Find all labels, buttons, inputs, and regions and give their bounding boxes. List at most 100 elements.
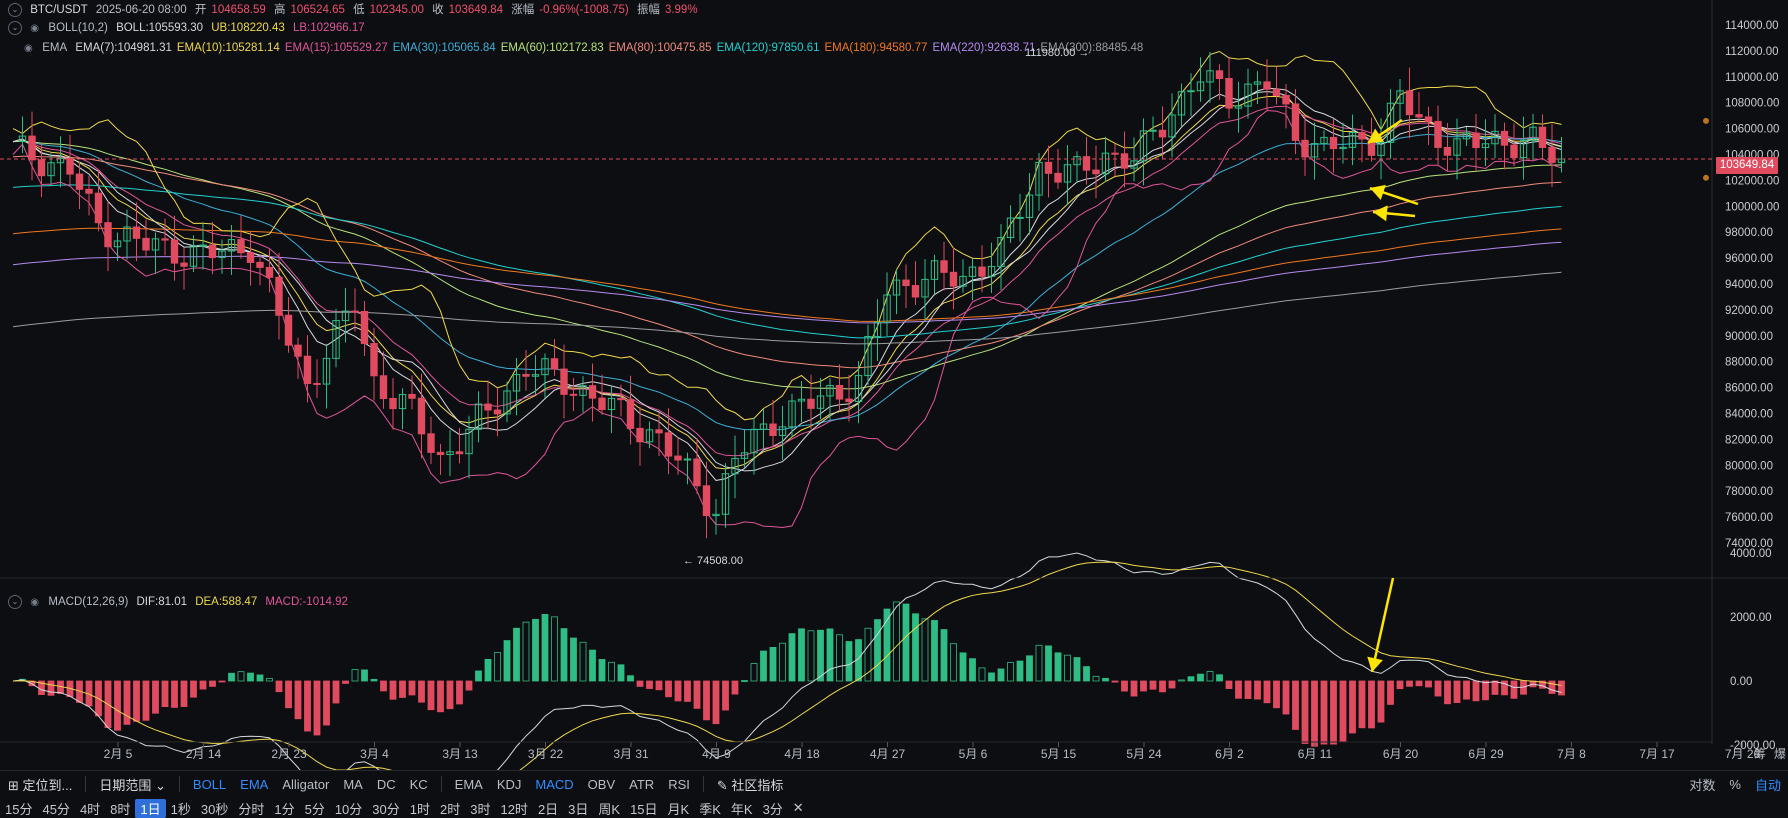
macd-bar [408,680,416,696]
candle-body [398,393,407,410]
tab-8时-button[interactable]: 8时 [110,801,131,817]
macd-bar [1149,680,1157,690]
candle-body [66,157,74,175]
macd-bar [456,680,463,705]
macd-bar [807,630,815,682]
tab-3时-button[interactable]: 3时 [470,801,491,817]
eye-icon[interactable]: ◉ [24,43,33,54]
tab-45分-button[interactable]: 45分 [42,801,70,817]
auto-scale-button[interactable]: 自动 [1754,777,1781,793]
tab-5分-button[interactable]: 5分 [304,801,325,817]
tab-ma-button[interactable]: MA [343,776,363,792]
tab-1时-button[interactable]: 1时 [409,801,430,817]
candle-body [1168,114,1176,138]
percent-scale-button[interactable]: % [1729,776,1741,792]
collapse-icon[interactable]: ⌄ [8,595,22,609]
macd-bar [978,667,986,682]
tab-1秒-button[interactable]: 1秒 [170,801,191,817]
date-tick-label: 4月 9 [702,747,731,761]
macd-bar [969,658,976,682]
tab-rsi-button[interactable]: RSI [668,776,690,792]
eye-icon[interactable]: ◉ [30,23,39,35]
candle-body [1291,103,1300,141]
tab-1分-button[interactable]: 1分 [274,801,295,817]
tab-月k-button[interactable]: 月K [667,801,690,817]
tab-3日-button[interactable]: 3日 [568,801,589,817]
tab-10分-button[interactable]: 10分 [334,801,363,817]
open-value: 104658.59 [211,4,266,17]
candle-body [854,375,863,402]
macd-bar [608,661,615,682]
candle-body [1434,120,1442,148]
tab-15分-button[interactable]: 15分 [5,801,33,817]
tab-2日-button[interactable]: 2日 [537,801,559,817]
tab-atr-button[interactable]: ATR [629,776,655,792]
community-indicators-button[interactable]: ✎ 社区指标 [710,775,791,794]
collapse-icon[interactable]: ⌄ [8,21,22,35]
close-icon[interactable]: ✕ [792,800,804,815]
price-tick-label: 92000.00 [1725,305,1773,317]
date-tick-label: 4月 18 [784,747,820,761]
ema-line [12,105,1562,457]
tab-ema-button[interactable]: EMA [454,776,483,792]
candle-body [18,135,27,143]
candle-body [1016,216,1024,219]
tab-ema-button[interactable]: EMA [240,776,269,792]
macd-bar [589,649,596,682]
tab-alligator-button[interactable]: Alligator [282,776,330,792]
tab-年k-button[interactable]: 年K [730,801,753,817]
candle-body [275,276,283,316]
tab-macd-button[interactable]: MACD [535,776,574,792]
tab-3分-button[interactable]: 3分 [762,801,783,817]
price-tick-label: 84000.00 [1725,409,1773,421]
macd-bar [1121,680,1128,692]
candle-body [1073,156,1081,166]
tab-30秒-button[interactable]: 30秒 [200,801,229,817]
collapse-icon[interactable]: ⌄ [8,3,22,17]
candle-body [1443,146,1452,156]
candle-body [721,473,730,515]
candle-body [1234,105,1243,109]
macd-bar [1159,680,1166,693]
macd-bar [427,680,435,711]
tab-12时-button[interactable]: 12时 [500,801,528,817]
tab-30分-button[interactable]: 30分 [372,801,400,817]
macd-bar [1558,680,1565,696]
macd-bar [1282,680,1290,715]
tab-15日-button[interactable]: 15日 [630,801,658,817]
candle-body [797,398,806,402]
candle-body [1377,141,1385,156]
dea-line [12,561,1562,770]
tab-4时-button[interactable]: 4时 [79,801,101,817]
date-range-button[interactable]: 日期范围 ⌄ [92,775,173,794]
tab-1日-button[interactable]: 1日 [135,798,166,818]
macd-bar [209,680,216,687]
eye-icon[interactable]: ◉ [30,597,39,609]
tab-boll-button[interactable]: BOLL [192,776,227,792]
macd-bar [703,680,710,721]
macd-bar [1463,680,1470,700]
arrow-line [1370,577,1395,673]
tab-2时-button[interactable]: 2时 [440,801,461,817]
macd-bar [617,664,625,682]
locate-button[interactable]: ⊞ 定位到... [0,775,79,794]
tab-dc-button[interactable]: DC [376,776,396,792]
macd-bar [475,670,482,682]
macd-bar [1130,680,1138,697]
candle-body [341,310,350,322]
ema-line [12,95,1562,470]
datetime: 2025-06-20 08:00 [95,4,187,17]
candle-body [930,260,939,280]
tab-kc-button[interactable]: KC [409,776,428,792]
tab-obv-button[interactable]: OBV [587,776,616,792]
tab-季k-button[interactable]: 季K [699,801,721,817]
candle-body [978,266,986,277]
log-scale-button[interactable]: 对数 [1689,777,1716,793]
tab-kdj-button[interactable]: KDJ [496,776,522,792]
price-chart[interactable]: 114000.00 112000.00 110000.00 108000.00 1060… [0,0,1788,770]
macd-bar [646,680,653,689]
macd-bar [1197,673,1204,682]
candle-body [522,374,530,377]
tab-周k-button[interactable]: 周K [598,801,621,817]
tab-分时-button[interactable]: 分时 [238,801,265,817]
